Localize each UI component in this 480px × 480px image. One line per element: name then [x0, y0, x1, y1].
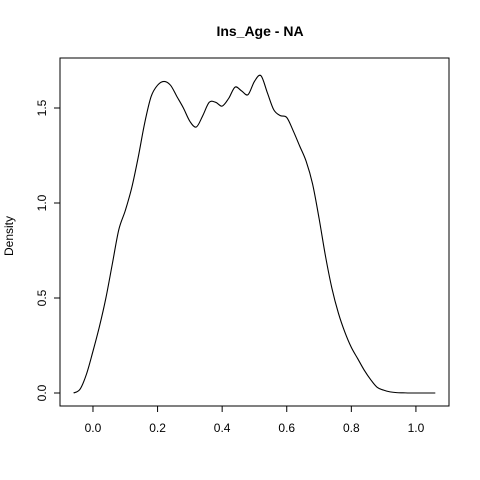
x-tick-label: 0.6: [278, 421, 295, 435]
y-tick-label: 1.0: [35, 194, 49, 211]
y-tick-label: 0.5: [35, 289, 49, 306]
chart-title: Ins_Age - NA: [216, 23, 303, 39]
y-axis: 0.0 0.5 1.0 1.5: [35, 99, 61, 401]
y-tick-label: 0.0: [35, 384, 49, 401]
x-tick-label: 0.0: [85, 421, 102, 435]
series-group: [73, 74, 436, 394]
x-tick-label: 0.2: [149, 421, 166, 435]
y-axis-label: Density: [2, 216, 16, 256]
x-axis: 0.0 0.2 0.4 0.6 0.8 1.0: [85, 405, 425, 435]
density-line: [73, 74, 436, 394]
x-tick-label: 0.4: [214, 421, 231, 435]
x-tick-label: 1.0: [408, 421, 425, 435]
x-tick-label: 0.8: [343, 421, 360, 435]
y-tick-label: 1.5: [35, 99, 49, 116]
